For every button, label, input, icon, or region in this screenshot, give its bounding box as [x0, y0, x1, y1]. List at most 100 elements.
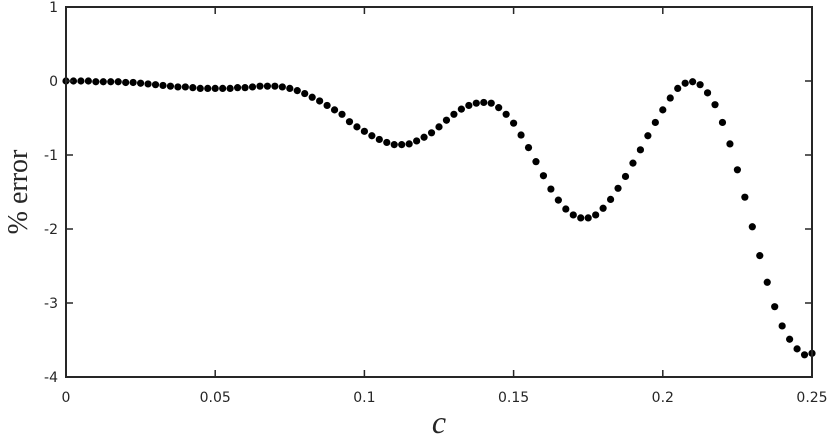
- data-point: [606, 195, 615, 203]
- data-point: [204, 84, 212, 92]
- data-point: [450, 110, 458, 118]
- data-point: [196, 84, 204, 92]
- data-point: [733, 166, 742, 174]
- x-tick-label: 0.1: [353, 390, 375, 406]
- data-point: [554, 196, 562, 204]
- data-point: [278, 83, 286, 91]
- data-point: [286, 84, 294, 92]
- data-point: [517, 131, 525, 139]
- data-point: [636, 146, 645, 154]
- x-tick-label: 0.25: [796, 390, 827, 406]
- data-point: [778, 322, 786, 330]
- data-point: [711, 101, 719, 109]
- data-point: [390, 141, 398, 149]
- data-point: [472, 99, 480, 107]
- y-tick-label: 0: [49, 74, 58, 90]
- x-tick-label: 0.15: [498, 390, 529, 406]
- data-point: [651, 118, 659, 127]
- x-tick-label: 0.2: [652, 390, 674, 406]
- data-point: [532, 158, 540, 166]
- y-tick-labels: 1 0 -1 -2 -3 -4: [44, 0, 58, 386]
- data-point: [398, 141, 406, 149]
- plot-background: [66, 7, 812, 377]
- data-point: [726, 140, 734, 148]
- x-tick-label: 0: [62, 390, 71, 406]
- y-tick-label: 1: [49, 0, 58, 16]
- data-point: [502, 110, 510, 118]
- data-points: [62, 77, 816, 359]
- data-point: [644, 132, 652, 140]
- y-tick-label: -1: [44, 148, 58, 164]
- data-point: [487, 99, 495, 107]
- y-tick-label: -4: [44, 370, 58, 386]
- data-point: [174, 83, 182, 91]
- data-point: [107, 78, 115, 86]
- data-point: [614, 184, 622, 192]
- data-point: [442, 116, 451, 124]
- data-point: [241, 84, 249, 92]
- data-point: [427, 129, 436, 137]
- data-point: [718, 118, 727, 127]
- data-point: [353, 123, 361, 131]
- data-point: [301, 89, 309, 98]
- data-point: [621, 172, 630, 181]
- y-tick-label: -2: [44, 222, 58, 238]
- data-point: [345, 118, 354, 126]
- data-point: [92, 78, 100, 86]
- data-point: [741, 193, 749, 201]
- data-point: [256, 82, 264, 90]
- data-point: [114, 78, 122, 86]
- data-point: [800, 351, 809, 359]
- data-point: [756, 252, 764, 260]
- data-point: [584, 214, 592, 222]
- data-point: [748, 223, 756, 231]
- data-point: [151, 81, 160, 89]
- data-point: [323, 101, 331, 110]
- data-point: [368, 132, 376, 140]
- data-point: [137, 79, 145, 87]
- data-point: [771, 303, 779, 311]
- data-point: [77, 77, 85, 85]
- data-point: [592, 211, 600, 219]
- data-point: [233, 84, 242, 92]
- data-point: [659, 106, 667, 114]
- data-point: [480, 98, 488, 107]
- y-axis-label: % error: [3, 149, 34, 234]
- data-point: [509, 119, 518, 127]
- data-point: [375, 135, 383, 144]
- data-point: [674, 84, 682, 92]
- data-point: [547, 185, 555, 193]
- data-point: [122, 78, 130, 87]
- data-point: [383, 138, 391, 147]
- data-point: [308, 93, 316, 101]
- data-point: [271, 82, 279, 90]
- data-point: [413, 137, 421, 145]
- data-point: [338, 110, 346, 118]
- x-tick-label: 0.05: [200, 390, 231, 406]
- data-point: [562, 205, 570, 213]
- data-point: [293, 87, 301, 95]
- data-point: [84, 77, 92, 85]
- data-point: [681, 79, 689, 87]
- data-point: [524, 144, 533, 152]
- data-point: [763, 278, 771, 286]
- data-point: [248, 83, 257, 91]
- data-point: [629, 159, 637, 167]
- data-point: [166, 82, 175, 90]
- data-point: [689, 78, 697, 86]
- y-tick-label: -3: [44, 296, 58, 312]
- data-point: [666, 94, 674, 102]
- data-point: [405, 140, 413, 148]
- data-point: [330, 106, 339, 114]
- data-point: [420, 133, 428, 141]
- data-point: [457, 105, 465, 113]
- x-tick-labels: 0 0.05 0.1 0.15 0.2 0.25: [62, 390, 828, 406]
- data-point: [211, 84, 219, 92]
- data-point: [495, 104, 503, 112]
- data-point: [144, 80, 152, 88]
- data-point: [793, 345, 801, 353]
- data-point: [435, 123, 443, 131]
- data-point: [539, 172, 548, 180]
- data-point: [226, 84, 234, 92]
- data-point: [99, 78, 107, 86]
